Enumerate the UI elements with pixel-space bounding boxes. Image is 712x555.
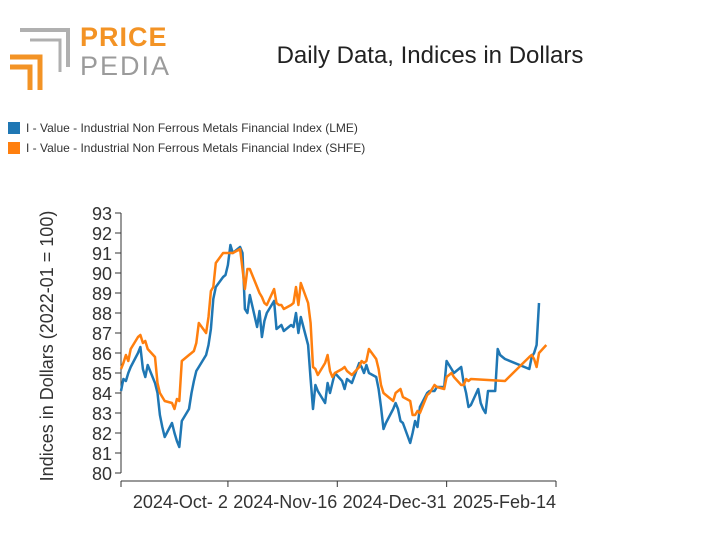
y-tick-label: 90 xyxy=(92,264,112,284)
y-tick-label: 83 xyxy=(92,404,112,424)
logo-mark-icon xyxy=(10,28,70,90)
logo-text-price: PRICE xyxy=(80,22,168,52)
legend-label-lme: I - Value - Industrial Non Ferrous Metal… xyxy=(26,121,358,135)
chart-legend: I - Value - Industrial Non Ferrous Metal… xyxy=(8,118,365,158)
x-tick-label: 2025-Feb-14 xyxy=(453,492,556,512)
y-tick-label: 91 xyxy=(92,244,112,264)
y-tick-label: 80 xyxy=(92,464,112,484)
series-lines xyxy=(119,243,548,449)
legend-swatch-lme xyxy=(8,122,20,134)
y-axis-label: Indices in Dollars (2022-01 = 100) xyxy=(37,211,57,482)
legend-label-shfe: I - Value - Industrial Non Ferrous Metal… xyxy=(26,141,366,155)
y-tick-label: 85 xyxy=(92,364,112,384)
y-tick-label: 87 xyxy=(92,324,112,344)
y-tick-label: 84 xyxy=(92,384,112,404)
x-tick-label: 2024-Oct- 2 xyxy=(133,492,228,512)
series-line-lme xyxy=(119,243,541,449)
y-tick-label: 93 xyxy=(92,204,112,224)
y-tick-label: 92 xyxy=(92,224,112,244)
legend-item-lme[interactable]: I - Value - Industrial Non Ferrous Metal… xyxy=(8,118,365,138)
y-tick-label: 86 xyxy=(92,344,112,364)
y-tick-label: 88 xyxy=(92,304,112,324)
y-tick-label: 89 xyxy=(92,284,112,304)
logo-text-pedia: PEDIA xyxy=(80,51,172,81)
y-tick-label: 81 xyxy=(92,444,112,464)
x-tick-label: 2024-Nov-16 xyxy=(233,492,337,512)
series-line-shfe xyxy=(119,247,548,417)
x-tick-label: 2024-Dec-31 xyxy=(343,492,447,512)
chart-title: Daily Data, Indices in Dollars xyxy=(276,42,584,69)
pricepedia-logo: PRICE PEDIA xyxy=(8,22,169,92)
legend-item-shfe[interactable]: I - Value - Industrial Non Ferrous Metal… xyxy=(8,138,365,158)
y-tick-label: 82 xyxy=(92,424,112,444)
legend-swatch-shfe xyxy=(8,142,20,154)
